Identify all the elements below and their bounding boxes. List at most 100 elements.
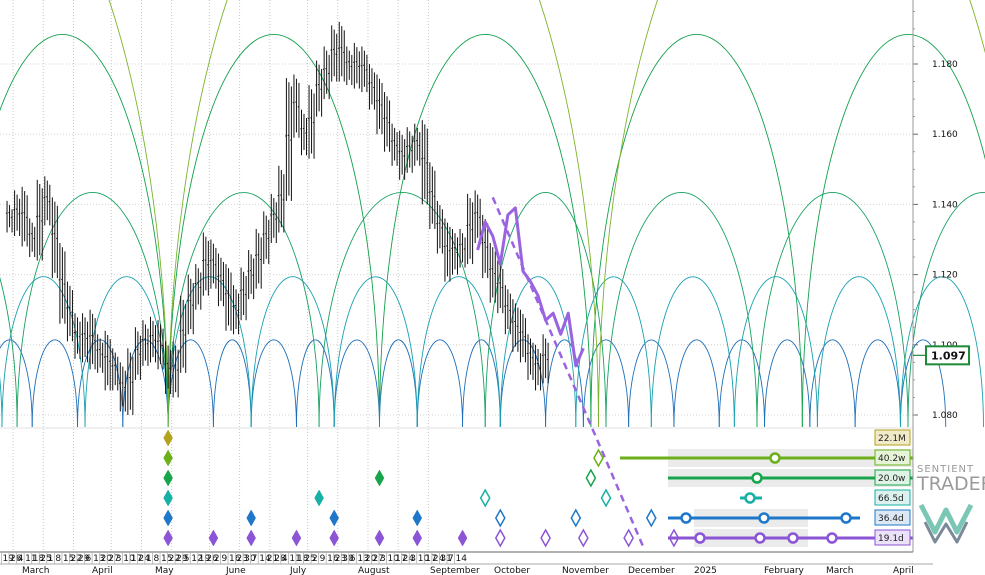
price-bar: [360, 46, 368, 93]
cycle-arc: [499, 276, 577, 428]
cycle-arc: [907, 191, 985, 428]
date-tick-label: 3: [410, 554, 416, 564]
price-bar: [330, 25, 338, 82]
month-label: March: [826, 566, 853, 575]
month-label: February: [764, 566, 805, 575]
date-tick-label: 22: [70, 554, 81, 564]
date-tick-label: 23: [237, 554, 248, 564]
date-tick-label: 22: [169, 554, 180, 564]
date-tick-label: 25: [305, 554, 316, 564]
cycle-arc: [598, 0, 985, 428]
cycle-trough-diamond: [163, 529, 173, 547]
cycle-trough-diamond: [374, 469, 385, 487]
price-bar: [5, 200, 13, 233]
cycle-trough-diamond: [645, 508, 657, 528]
cycle-arc: [167, 191, 320, 428]
month-label: 2025: [694, 566, 717, 575]
price-bar: [187, 274, 194, 335]
price-bar: [43, 176, 51, 226]
date-tick-label: 29: [176, 554, 188, 564]
cycle-trough-diamond: [163, 429, 173, 447]
date-tick-label: 13: [93, 554, 104, 564]
cycle-arc: [250, 339, 297, 428]
price-bar: [421, 120, 428, 205]
projection-line: [476, 206, 585, 368]
price-bar: [338, 21, 345, 82]
price-bar: [322, 46, 330, 100]
cycle-band-marker: [787, 532, 799, 544]
date-tick-label: 21: [267, 554, 278, 564]
cycle-trough-diamond: [585, 468, 597, 488]
date-tick-label: 27: [372, 554, 383, 564]
cycle-trough-diamond: [412, 509, 423, 527]
cycle-trough-diamond: [163, 489, 173, 507]
date-tick-label: 9: [221, 554, 227, 564]
month-label: July: [289, 566, 307, 575]
cycle-trough-diamond: [457, 529, 468, 547]
month-label: September: [430, 566, 480, 575]
cycle-legend-box: [874, 429, 911, 446]
date-tick-label: 10: [388, 554, 400, 564]
cycle-band-marker: [754, 532, 766, 544]
price-bar: [428, 162, 436, 229]
cycle-arc: [582, 339, 630, 428]
cycle-arc: [167, 339, 214, 428]
date-tick-label: 4: [282, 554, 288, 564]
date-tick-label: 19: [3, 554, 15, 564]
date-tick-label: 7: [252, 554, 258, 564]
cycle-arc: [809, 339, 856, 428]
price-bar: [473, 190, 481, 244]
price-bar: [451, 228, 458, 275]
date-tick-label: 30: [342, 554, 354, 564]
date-tick-label: 1: [146, 554, 152, 564]
cycle-legend-label: 19.1d: [878, 534, 904, 544]
price-bar: [383, 92, 391, 152]
price-bar: [51, 197, 58, 279]
date-tick-label: 3: [116, 554, 122, 564]
cycle-arc: [0, 34, 169, 428]
cycle-legend-label: 36.4d: [878, 514, 904, 524]
date-tick-label: 10: [123, 554, 135, 564]
cycle-trough-diamond: [494, 508, 506, 528]
price-tick-label: 1.180: [932, 60, 958, 70]
price-bar: [504, 285, 511, 335]
watermark-logo: SENTIENT TRADER: [916, 464, 985, 544]
cycle-trough-diamond: [374, 529, 385, 547]
price-bar: [119, 362, 126, 412]
date-tick-label: 15: [63, 554, 74, 564]
price-bar: [413, 123, 421, 166]
price-bar: [285, 78, 292, 201]
price-bar: [202, 232, 209, 296]
watermark-line1: SENTIENT: [917, 464, 974, 475]
cycle-trough-diamond: [291, 529, 302, 547]
cycle-arc: [296, 339, 335, 428]
date-tick-label: 6: [86, 554, 92, 564]
cycle-trough-diamond: [329, 509, 339, 527]
cycle-arc: [900, 276, 984, 428]
price-tick-label: 1.120: [932, 271, 958, 281]
price-bar: [270, 193, 277, 244]
price-bar: [489, 243, 496, 303]
price-tick-label: 1.140: [932, 200, 958, 210]
cycle-legend-box: [874, 469, 911, 486]
price-bar: [134, 327, 141, 380]
cycle-trough-diamond: [479, 488, 491, 508]
price-bar: [232, 285, 240, 335]
price-bar: [194, 264, 202, 310]
month-label: April: [893, 566, 914, 575]
price-bar: [179, 295, 187, 373]
cycle-trough-diamond: [570, 508, 582, 528]
date-tick-label: 26: [206, 554, 218, 564]
cycle-arc: [31, 339, 78, 428]
cycle-arc: [108, 0, 169, 428]
cycle-arc: [756, 191, 909, 428]
month-label: August: [358, 566, 390, 575]
price-bar: [224, 264, 232, 331]
price-bar: [481, 214, 489, 279]
date-tick-label: 19: [199, 554, 211, 564]
date-tick-label: 23: [335, 554, 346, 564]
date-tick-label: 8: [55, 554, 61, 564]
cycle-arc: [16, 191, 169, 428]
